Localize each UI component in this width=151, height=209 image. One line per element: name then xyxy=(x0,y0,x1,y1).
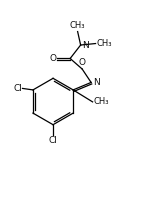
Text: CH₃: CH₃ xyxy=(70,21,85,30)
Text: Cl: Cl xyxy=(49,136,58,145)
Text: N: N xyxy=(93,78,100,87)
Text: Cl: Cl xyxy=(13,84,22,93)
Text: O: O xyxy=(79,58,86,67)
Text: CH₃: CH₃ xyxy=(93,97,109,106)
Text: O: O xyxy=(50,54,57,63)
Text: CH₃: CH₃ xyxy=(96,39,112,48)
Text: N: N xyxy=(82,41,89,50)
